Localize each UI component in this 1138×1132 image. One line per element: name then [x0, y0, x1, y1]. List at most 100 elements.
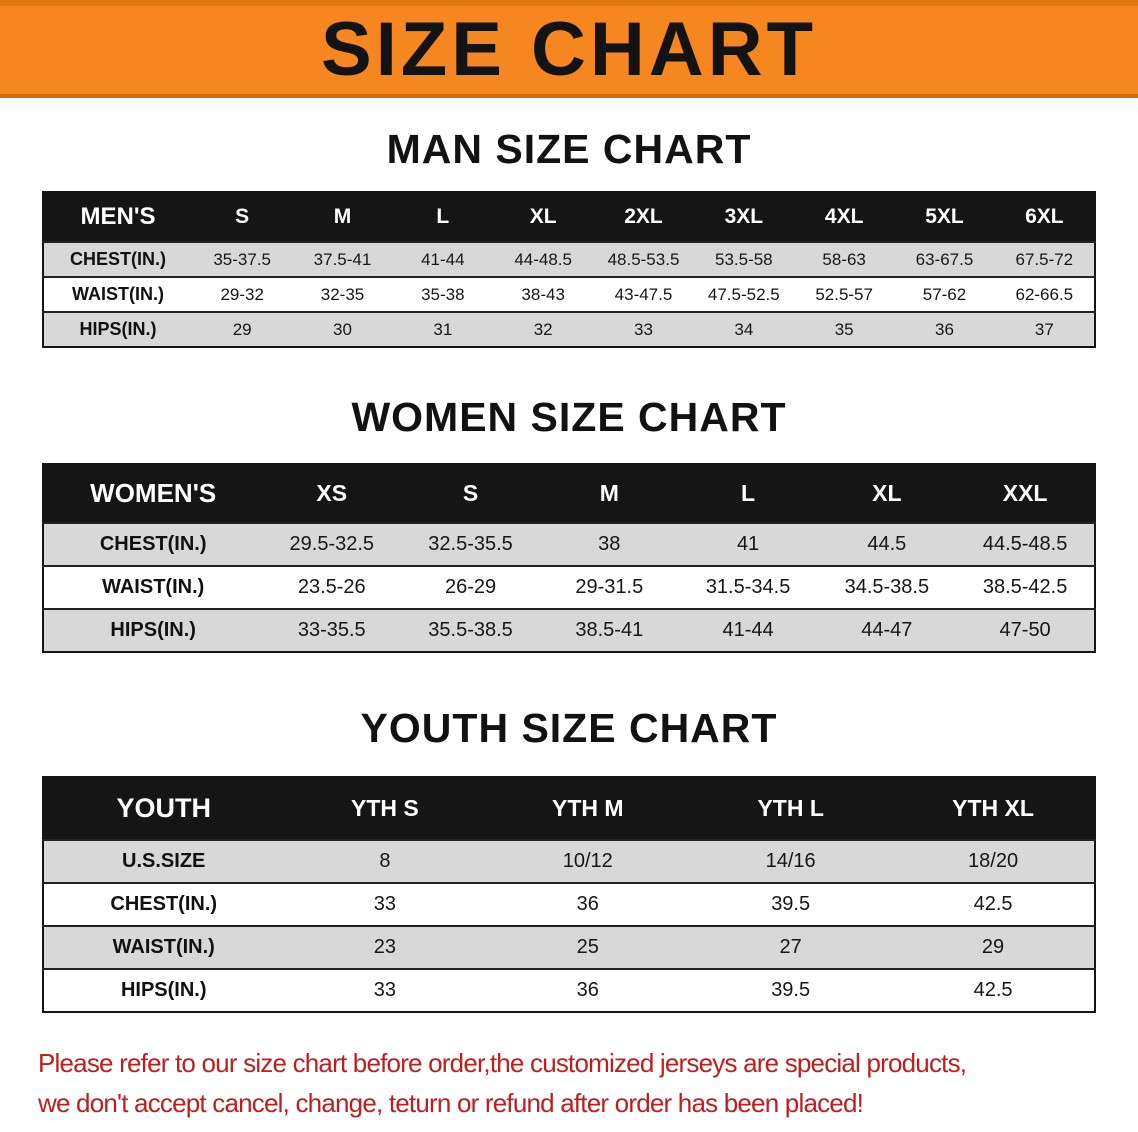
size-value-cell: 43-47.5 [614, 284, 673, 304]
row-label-cell: WAIST(IN.) [112, 936, 215, 958]
table-header-row: MEN'S S M L XL 2XL 3XL 4XL 5XL 6XL [43, 192, 1095, 242]
size-column-header: YTH M [486, 777, 690, 840]
size-value-cell: 44.5 [867, 533, 907, 555]
size-value-cell: 35.5-38.5 [428, 619, 513, 641]
size-value-cell: 29 [981, 936, 1005, 958]
size-value-cell: 37.5-41 [313, 249, 372, 269]
size-value-cell: 44.5-48.5 [982, 533, 1068, 555]
table-row: WAIST(IN.) 23 25 27 29 [43, 926, 1095, 969]
footer-notice: Please refer to our size chart before or… [38, 1043, 1100, 1124]
table-row: WAIST(IN.) 23.5-26 26-29 29-31.5 31.5-34.5 34… [43, 566, 1095, 609]
size-value-cell: 63-67.5 [915, 249, 974, 269]
size-value-cell: 41-44 [722, 619, 774, 641]
size-value-cell: 47.5-52.5 [707, 284, 780, 304]
size-column-header: 5XL [894, 192, 995, 242]
size-value-cell: 41 [736, 533, 760, 555]
youth-table-wrap: YOUTH YTH S YTH M YTH L YTH XL U.S.SIZE 8 10/12… [42, 776, 1096, 1013]
size-value-cell: 44-47 [861, 619, 913, 641]
size-value-cell: 33 [634, 319, 653, 339]
size-value-cell: 23 [373, 936, 396, 958]
size-value-cell: 52.5-57 [815, 284, 873, 304]
size-value-cell: 48.5-53.5 [607, 249, 680, 269]
size-value-cell: 34.5-38.5 [844, 576, 930, 598]
size-value-cell: 57-62 [922, 284, 967, 304]
size-value-cell: 26-29 [444, 576, 497, 598]
table-title-cell: MEN'S [43, 192, 193, 242]
youth-section-heading: YOUTH SIZE CHART [360, 705, 778, 751]
size-value-cell: 36 [576, 979, 599, 1001]
size-column-header: 3XL [693, 192, 794, 242]
row-label-cell: U.S.SIZE [122, 850, 206, 872]
size-value-cell: 37 [1034, 319, 1054, 339]
size-value-cell: 29-31.5 [575, 576, 644, 598]
women-section-heading: WOMEN SIZE CHART [351, 394, 787, 440]
size-value-cell: 30 [333, 319, 352, 339]
size-column-header: YTH S [283, 777, 487, 840]
size-column-header: S [401, 464, 540, 523]
size-value-cell: 67.5-72 [1015, 249, 1074, 269]
size-column-header: 2XL [593, 192, 694, 242]
table-row: CHEST(IN.) 33 36 39.5 42.5 [43, 883, 1095, 926]
size-value-cell: 39.5 [771, 893, 811, 915]
row-label-cell: CHEST(IN.) [99, 533, 207, 555]
size-value-cell: 31.5-34.5 [705, 576, 791, 598]
page-title: SIZE CHART [321, 7, 817, 92]
size-value-cell: 62-66.5 [1015, 284, 1074, 304]
size-value-cell: 33 [373, 979, 396, 1001]
size-value-cell: 38-43 [521, 284, 565, 304]
man-section: MAN SIZE CHART MEN'S S M L XL 2XL 3XL 4XL 5XL 6XL… [0, 126, 1138, 348]
table-row: CHEST(IN.) 35-37.5 37.5-41 41-44 44-48.5 48.5… [43, 242, 1095, 277]
size-value-cell: 25 [576, 936, 599, 958]
notice-line-2: we don't accept cancel, change, teturn o… [38, 1088, 864, 1119]
size-value-cell: 38 [598, 533, 621, 555]
size-value-cell: 35-37.5 [213, 249, 272, 269]
size-value-cell: 39.5 [771, 979, 811, 1001]
size-column-header: XL [493, 192, 594, 242]
table-header-row: YOUTH YTH S YTH M YTH L YTH XL [43, 777, 1095, 840]
size-value-cell: 38.5-41 [575, 619, 644, 641]
table-row: HIPS(IN.) 29 30 31 32 33 34 35 36 37 [43, 312, 1095, 347]
banner: SIZE CHART [0, 0, 1138, 98]
size-value-cell: 42.5 [973, 893, 1013, 915]
size-value-cell: 32-35 [320, 284, 365, 304]
row-label-cell: HIPS(IN.) [120, 979, 207, 1001]
size-column-header: YTH L [689, 777, 893, 840]
size-value-cell: 42.5 [973, 979, 1013, 1001]
row-label-cell: HIPS(IN.) [110, 619, 196, 641]
size-value-cell: 33-35.5 [297, 619, 366, 641]
size-value-cell: 32 [533, 319, 553, 339]
size-value-cell: 35 [834, 319, 854, 339]
women-section: WOMEN SIZE CHART WOMEN'S XS S M L XL XXL CHEST(… [0, 394, 1138, 653]
youth-size-table: YOUTH YTH S YTH M YTH L YTH XL U.S.SIZE 8 10/12… [42, 776, 1096, 1013]
size-value-cell: 44-48.5 [514, 249, 572, 269]
size-value-cell: 35-38 [421, 284, 465, 304]
man-table-wrap: MEN'S S M L XL 2XL 3XL 4XL 5XL 6XL CHEST(IN.) 35-37… [42, 191, 1096, 348]
size-value-cell: 53.5-58 [714, 249, 773, 269]
size-value-cell: 27 [779, 936, 802, 958]
size-value-cell: 29-32 [220, 284, 264, 304]
row-label-cell: WAIST(IN.) [72, 284, 164, 304]
row-label-cell: CHEST(IN.) [110, 893, 218, 915]
size-value-cell: 36 [935, 319, 954, 339]
table-row: WAIST(IN.) 29-32 32-35 35-38 38-43 43-47.5 47.… [43, 277, 1095, 312]
size-column-header: XL [817, 464, 957, 523]
size-value-cell: 34 [734, 319, 754, 339]
size-column-header: XS [262, 464, 402, 523]
size-column-header: M [292, 192, 393, 242]
size-value-cell: 36 [576, 893, 599, 915]
size-value-cell: 41-44 [421, 249, 465, 269]
size-value-cell: 23.5-26 [297, 576, 366, 598]
table-header-row: WOMEN'S XS S M L XL XXL [43, 464, 1095, 523]
size-value-cell: 33 [373, 893, 396, 915]
size-value-cell: 29.5-32.5 [289, 533, 375, 555]
table-title-cell: WOMEN'S [43, 464, 263, 523]
table-title-cell: YOUTH [43, 777, 284, 840]
table-row: HIPS(IN.) 33 36 39.5 42.5 [43, 969, 1095, 1012]
size-column-header: 6XL [994, 192, 1095, 242]
table-row: HIPS(IN.) 33-35.5 35.5-38.5 38.5-41 41-44 44-… [43, 609, 1095, 652]
size-value-cell: 47-50 [999, 619, 1051, 641]
women-size-table: WOMEN'S XS S M L XL XXL CHEST(IN.) 29.5-32.5 32.5… [42, 463, 1096, 653]
youth-section: YOUTH SIZE CHART YOUTH YTH S YTH M YTH L YTH… [0, 705, 1138, 1013]
women-table-wrap: WOMEN'S XS S M L XL XXL CHEST(IN.) 29.5-32.5 32.5… [42, 463, 1096, 653]
